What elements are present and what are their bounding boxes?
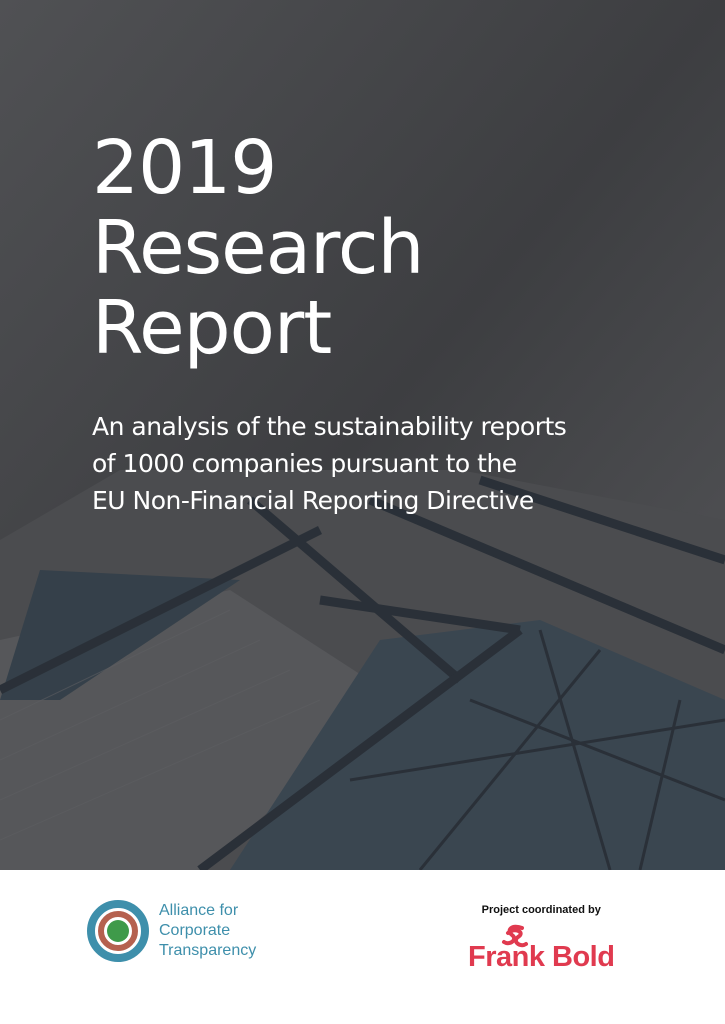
subtitle-line-1: An analysis of the sustainability report… — [92, 412, 567, 441]
building-roof-photo — [0, 0, 725, 870]
title-line-3: Report — [92, 285, 332, 371]
report-title: 2019 Research Report — [92, 125, 424, 371]
frank-bold-logo: Project coordinated by Frank Bold — [468, 904, 615, 973]
alliance-rings-icon — [87, 900, 149, 962]
alliance-logo: Alliance for Corporate Transparency — [87, 900, 256, 962]
report-subtitle: An analysis of the sustainability report… — [92, 408, 692, 519]
title-line-2: Research — [92, 205, 424, 291]
coordinator-label: Project coordinated by — [481, 904, 601, 916]
alliance-name-2: Corporate — [159, 922, 231, 939]
frank-bold-emblem-icon — [502, 924, 528, 948]
subtitle-line-2: of 1000 companies pursuant to the — [92, 449, 517, 478]
alliance-name-3: Transparency — [159, 942, 257, 959]
coordinator-name: Frank Bold — [468, 941, 615, 973]
title-year: 2019 — [92, 125, 277, 211]
subtitle-line-3: EU Non-Financial Reporting Directive — [92, 486, 534, 515]
alliance-name-1: Alliance for — [159, 902, 239, 919]
cover-image: 2019 Research Report An analysis of the … — [0, 0, 725, 870]
